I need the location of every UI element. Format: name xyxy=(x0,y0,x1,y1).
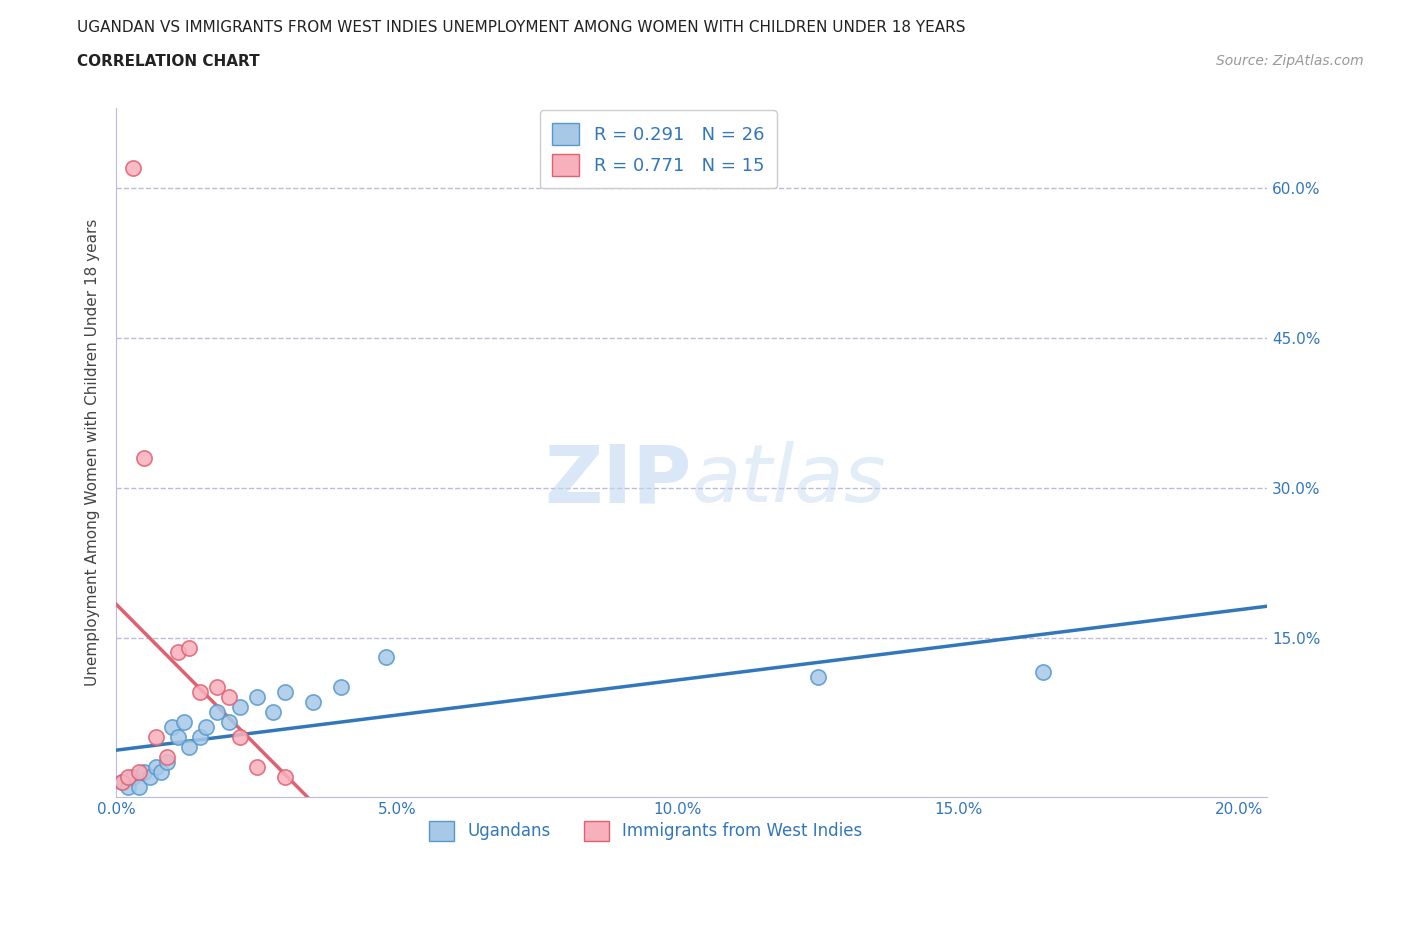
Point xyxy=(128,765,150,780)
Point xyxy=(117,770,139,785)
Point xyxy=(301,695,323,710)
Point xyxy=(128,780,150,795)
Point xyxy=(167,730,190,745)
Point xyxy=(150,765,173,780)
Text: atlas: atlas xyxy=(692,441,887,519)
Point xyxy=(274,770,297,785)
Point xyxy=(156,750,179,764)
Point xyxy=(274,685,297,700)
Point xyxy=(246,690,269,705)
Point xyxy=(111,775,134,790)
Point xyxy=(1032,665,1054,680)
Point xyxy=(145,760,167,775)
Point xyxy=(122,770,145,785)
Point xyxy=(263,705,285,720)
Point xyxy=(139,770,162,785)
Point xyxy=(195,720,218,735)
Point xyxy=(179,740,201,755)
Point xyxy=(207,705,229,720)
Point xyxy=(162,720,184,735)
Point xyxy=(218,715,240,730)
Point xyxy=(167,645,190,660)
Point xyxy=(218,690,240,705)
Point xyxy=(145,730,167,745)
Text: ZIP: ZIP xyxy=(544,441,692,519)
Point xyxy=(229,730,252,745)
Point xyxy=(190,685,212,700)
Legend: Ugandans, Immigrants from West Indies: Ugandans, Immigrants from West Indies xyxy=(422,814,869,847)
Point xyxy=(807,670,830,684)
Point xyxy=(156,755,179,770)
Point xyxy=(111,775,134,790)
Point xyxy=(190,730,212,745)
Point xyxy=(374,650,396,665)
Point xyxy=(229,700,252,715)
Text: CORRELATION CHART: CORRELATION CHART xyxy=(77,54,260,69)
Point xyxy=(246,760,269,775)
Point xyxy=(134,450,156,465)
Point xyxy=(122,161,145,176)
Text: UGANDAN VS IMMIGRANTS FROM WEST INDIES UNEMPLOYMENT AMONG WOMEN WITH CHILDREN UN: UGANDAN VS IMMIGRANTS FROM WEST INDIES U… xyxy=(77,20,966,35)
Point xyxy=(329,680,352,695)
Y-axis label: Unemployment Among Women with Children Under 18 years: Unemployment Among Women with Children U… xyxy=(86,219,100,686)
Point xyxy=(117,780,139,795)
Point xyxy=(179,640,201,655)
Text: Source: ZipAtlas.com: Source: ZipAtlas.com xyxy=(1216,54,1364,68)
Point xyxy=(173,715,195,730)
Point xyxy=(207,680,229,695)
Point xyxy=(134,765,156,780)
